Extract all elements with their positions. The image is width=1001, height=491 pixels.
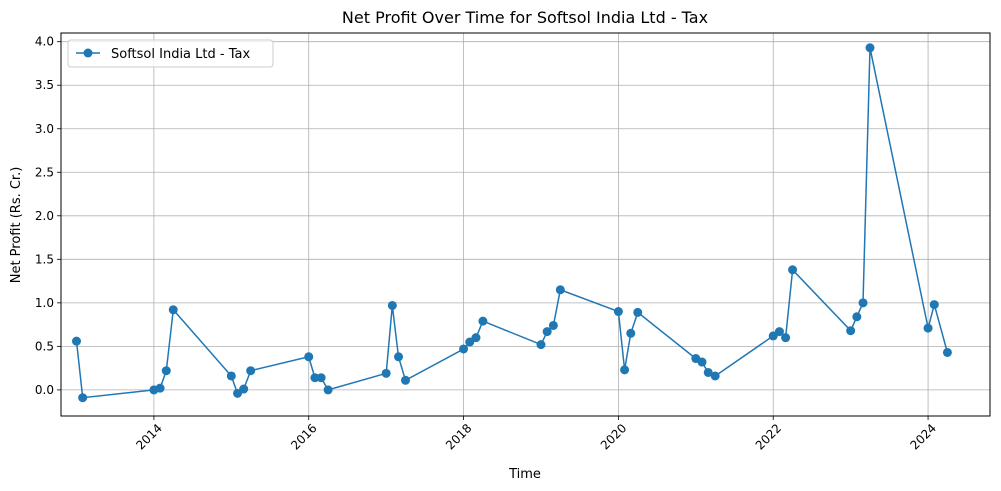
data-point	[478, 316, 488, 326]
data-point	[381, 368, 391, 378]
data-point	[387, 300, 397, 310]
data-point	[858, 298, 868, 308]
data-point	[323, 385, 333, 395]
y-tick-label: 0.0	[35, 383, 54, 397]
y-tick-label: 1.5	[35, 252, 54, 266]
data-point	[246, 366, 256, 376]
data-point	[942, 347, 952, 357]
data-point	[620, 365, 630, 375]
y-tick-label: 2.5	[35, 165, 54, 179]
data-point	[626, 328, 636, 338]
data-point	[613, 307, 623, 317]
series-layer	[71, 43, 952, 403]
y-tick-label: 2.0	[35, 209, 54, 223]
data-point	[865, 43, 875, 53]
data-point	[304, 352, 314, 362]
data-point	[394, 352, 404, 362]
data-point	[781, 333, 791, 343]
data-point	[316, 373, 326, 383]
data-point	[846, 326, 856, 336]
y-tick-label: 3.5	[35, 78, 54, 92]
data-point	[168, 305, 178, 315]
data-point	[401, 375, 411, 385]
data-point	[555, 285, 565, 295]
data-point	[310, 373, 320, 383]
data-point	[633, 307, 643, 317]
legend-box	[67, 39, 274, 68]
y-tick-label: 0.5	[35, 339, 54, 353]
y-tick-label: 4.0	[35, 35, 54, 49]
y-axis-label: Net Profit (Rs. Cr.)	[9, 167, 24, 284]
data-point	[852, 312, 862, 322]
data-point	[536, 340, 546, 350]
data-point	[239, 384, 249, 394]
plot-frame	[60, 32, 991, 417]
x-axis-label: Time	[508, 467, 541, 482]
y-tick-label: 1.0	[35, 296, 54, 310]
legend-marker	[83, 48, 93, 58]
data-point	[929, 300, 939, 310]
chart-title: Net Profit Over Time for Softsol India L…	[342, 8, 708, 27]
data-point	[788, 265, 798, 275]
legend-label: Softsol India Ltd - Tax	[111, 47, 250, 62]
data-point	[703, 367, 713, 377]
data-point	[459, 344, 469, 354]
data-point	[161, 366, 171, 376]
data-point	[697, 357, 707, 367]
data-point	[78, 393, 88, 403]
data-point	[155, 383, 165, 393]
data-point	[548, 320, 558, 330]
data-point	[71, 336, 81, 346]
data-point	[542, 327, 552, 337]
legend: Softsol India Ltd - Tax	[67, 39, 274, 68]
data-point	[226, 371, 236, 381]
data-point	[774, 327, 784, 337]
y-axis-ticks: 0.0 0.5 1.0 1.5 2.0 2.5 3.0 3.5 4.0	[35, 35, 61, 397]
data-point	[471, 333, 481, 343]
data-point	[923, 323, 933, 333]
data-point	[710, 371, 720, 381]
y-tick-label: 3.0	[35, 122, 54, 136]
grid-lines	[61, 33, 990, 416]
